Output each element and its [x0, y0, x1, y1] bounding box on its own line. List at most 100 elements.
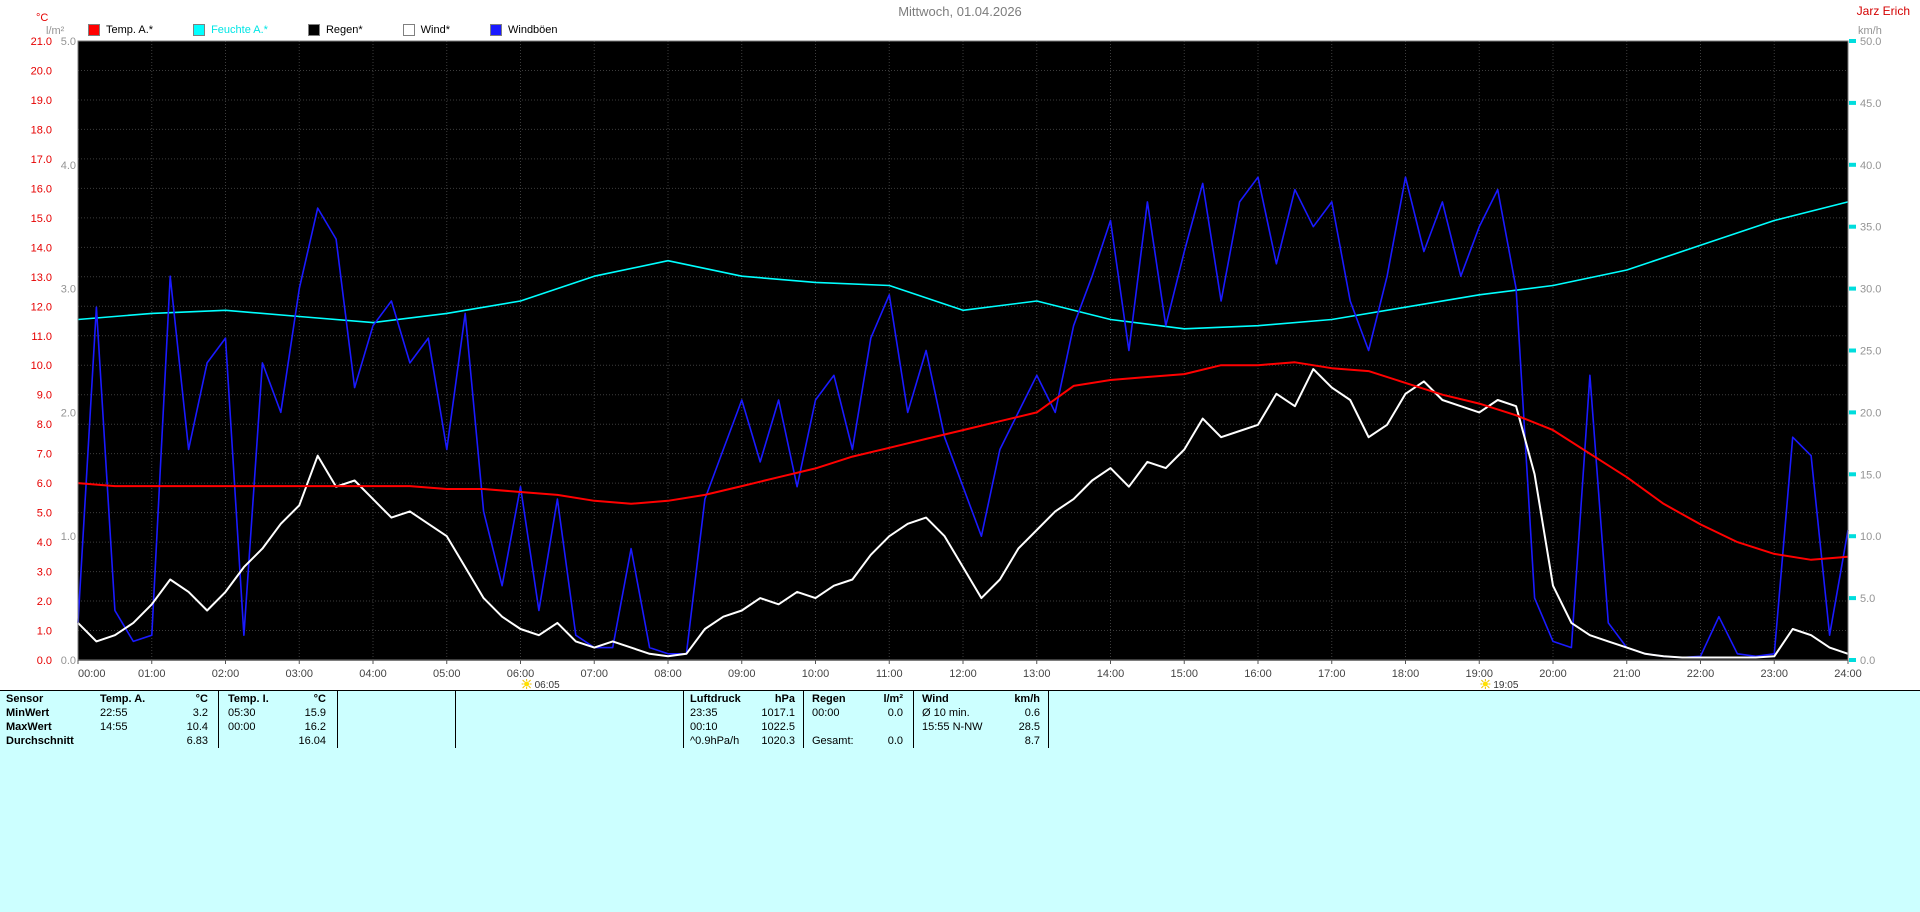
x-axis-label: 11:00 — [876, 668, 903, 680]
humidity-axis-tick — [1849, 410, 1856, 415]
temp-axis-label: 10.0 — [31, 360, 52, 372]
temp-i-max-value: 16.2 — [304, 721, 326, 733]
wind-axis-label: 40.0 — [1860, 160, 1881, 172]
wind-swatch-icon — [402, 24, 415, 36]
humidity-axis-tick — [1849, 472, 1856, 477]
rain-axis-label: 2.0 — [61, 407, 76, 419]
stats-panel: Sensor MinWert MaxWert Durchschnitt Temp… — [0, 690, 1920, 912]
x-axis-label: 23:00 — [1760, 668, 1788, 680]
row-label-minwert: MinWert — [6, 707, 50, 719]
temp-axis-label: 14.0 — [31, 242, 52, 254]
temp-axis-label: 2.0 — [37, 596, 52, 608]
rain-axis-label: 1.0 — [61, 531, 76, 543]
wind-max-time: 15:55 N-NW — [922, 721, 983, 733]
temp-a-max-value: 10.4 — [186, 721, 208, 733]
x-axis-label: 20:00 — [1539, 668, 1567, 680]
col-header-temp-i: Temp. I. — [228, 693, 269, 705]
pressure-avg-value: 1020.3 — [761, 735, 795, 747]
humidity-axis-tick — [1849, 286, 1856, 291]
col-header-rain: Regen — [812, 693, 846, 705]
x-axis-label: 04:00 — [359, 668, 387, 680]
wind-axis-label: 50.0 — [1860, 36, 1881, 48]
table-divider — [683, 691, 684, 748]
col-header-temp-a: Temp. A. — [100, 693, 146, 705]
temp-axis-label: 6.0 — [37, 478, 52, 490]
temp-a-max-time: 14:55 — [100, 721, 128, 733]
temp-axis-label: 8.0 — [37, 419, 52, 431]
col-unit-rain: l/m² — [883, 693, 903, 705]
row-label-sensor: Sensor — [6, 693, 44, 705]
temp-a-min-value: 3.2 — [192, 707, 208, 719]
col-header-pressure: Luftdruck — [690, 693, 741, 705]
x-axis-label: 03:00 — [285, 668, 313, 680]
col-header-wind: Wind — [922, 693, 949, 705]
humidity-axis-tick — [1849, 162, 1856, 167]
legend-label: Wind* — [420, 24, 450, 36]
wind-axis-label: 20.0 — [1860, 407, 1881, 419]
temp-axis-label: 4.0 — [37, 537, 52, 549]
table-divider — [218, 691, 219, 748]
sunrise-icon — [522, 679, 525, 683]
series-feuchte-a- — [77, 201, 1849, 330]
temp-i-max-time: 00:00 — [228, 721, 256, 733]
x-axis-label: 19:00 — [1465, 668, 1493, 680]
legend-label: Temp. A.* — [106, 24, 154, 36]
legend-label: Feuchte A.* — [211, 24, 268, 36]
wind-axis-label: 25.0 — [1860, 346, 1881, 358]
wind-avg-value: 8.7 — [1024, 735, 1040, 747]
x-axis-label: 00:00 — [78, 668, 106, 680]
x-axis-label: 06:00 — [507, 668, 535, 680]
x-axis-label: 16:00 — [1244, 668, 1272, 680]
temp-swatch-icon — [88, 24, 100, 36]
left-axis-unit-rain: l/m² — [46, 25, 65, 37]
humidity-axis-tick — [1849, 224, 1856, 229]
series-temp-a- — [77, 361, 1849, 561]
user-name: Jarz Erich — [1856, 4, 1910, 18]
temp-axis-label: 13.0 — [31, 272, 52, 284]
temp-axis-label: 9.0 — [37, 390, 52, 402]
humidity-axis-tick — [1849, 100, 1856, 105]
gusts-swatch-icon — [490, 24, 502, 36]
temp-axis-label: 7.0 — [37, 449, 52, 461]
temp-i-min-time: 05:30 — [228, 707, 256, 719]
temp-i-min-value: 15.9 — [304, 707, 326, 719]
right-axis-unit-wind: km/h — [1858, 25, 1882, 37]
x-axis-label: 01:00 — [138, 668, 166, 680]
rain-min-time: 00:00 — [812, 707, 840, 719]
left-axis-unit-temp: °C — [36, 12, 49, 24]
temp-axis-label: 15.0 — [31, 213, 52, 225]
sunrise-icon — [524, 681, 530, 687]
wind-axis-label: 45.0 — [1860, 98, 1881, 110]
series-windb-en — [77, 176, 1849, 659]
pressure-min-time: 23:35 — [690, 707, 718, 719]
rain-axis-label: 0.0 — [61, 655, 76, 667]
legend-label: Regen* — [325, 24, 363, 36]
pressure-trend: ^0.9hPa/h — [690, 735, 740, 747]
legend-item-wind: Wind* — [402, 24, 450, 36]
table-divider — [455, 691, 456, 748]
sunset-icon — [1487, 685, 1490, 689]
legend-item-gusts: Windböen — [490, 24, 558, 36]
x-axis-label: 24:00 — [1834, 668, 1862, 680]
x-axis-label: 17:00 — [1318, 668, 1346, 680]
x-axis-label: 12:00 — [949, 668, 977, 680]
rain-axis-label: 4.0 — [61, 160, 76, 172]
x-axis-label: 05:00 — [433, 668, 461, 680]
x-axis-label: 09:00 — [728, 668, 756, 680]
temp-axis-label: 17.0 — [31, 154, 52, 166]
col-unit-wind: km/h — [1014, 693, 1040, 705]
temp-axis-label: 12.0 — [31, 301, 52, 313]
temp-axis-label: 20.0 — [31, 65, 52, 77]
sunset-icon — [1487, 679, 1490, 683]
humidity-axis-tick — [1849, 596, 1856, 601]
date-title: Mittwoch, 01.04.2026 — [898, 4, 1022, 19]
sunrise-icon — [528, 685, 531, 689]
x-axis-label: 08:00 — [654, 668, 682, 680]
row-label-durchschnitt: Durchschnitt — [6, 735, 74, 747]
humidity-axis-tick — [1849, 348, 1856, 353]
humidity-axis-tick — [1849, 39, 1856, 43]
temp-axis-label: 19.0 — [31, 95, 52, 107]
col-unit-pressure: hPa — [774, 693, 795, 705]
sunrise-icon — [522, 685, 525, 689]
